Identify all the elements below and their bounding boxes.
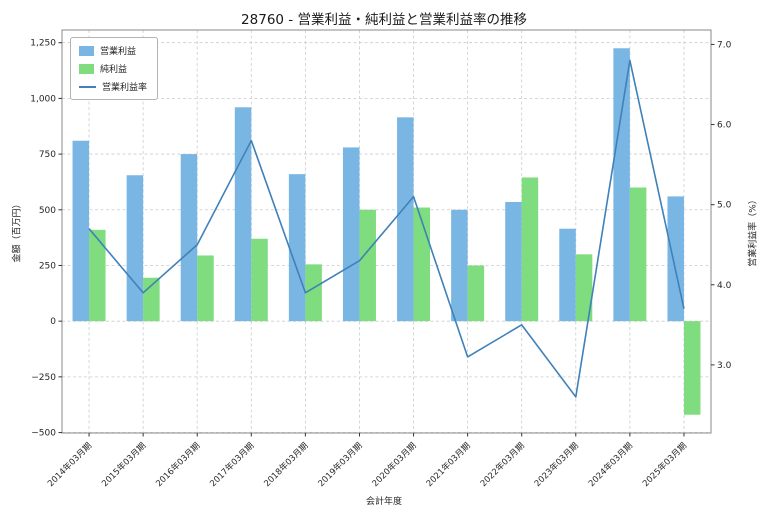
legend-item-operating-margin: 営業利益率 — [79, 80, 147, 93]
svg-text:1,250: 1,250 — [30, 39, 56, 49]
svg-text:3.0: 3.0 — [717, 361, 732, 371]
svg-text:0: 0 — [50, 317, 56, 327]
svg-text:2017年03月期: 2017年03月期 — [208, 440, 257, 489]
svg-text:250: 250 — [39, 261, 56, 271]
svg-text:−250: −250 — [31, 373, 56, 383]
svg-text:4.0: 4.0 — [717, 281, 732, 291]
svg-text:2016年03月期: 2016年03月期 — [154, 440, 203, 489]
svg-text:6.0: 6.0 — [717, 121, 732, 131]
legend-label-operating-margin: 営業利益率 — [102, 83, 148, 93]
svg-text:2014年03月期: 2014年03月期 — [45, 440, 94, 489]
chart-title: 28760 - 営業利益・純利益と営業利益率の推移 — [241, 12, 527, 28]
legend-item-net-profit: 純利益 — [79, 62, 147, 75]
svg-text:2019年03月期: 2019年03月期 — [316, 440, 365, 489]
svg-text:2018年03月期: 2018年03月期 — [262, 440, 311, 489]
legend: 営業利益 純利益 営業利益率 — [70, 37, 159, 100]
svg-text:2022年03月期: 2022年03月期 — [478, 440, 527, 489]
x-axis-label: 会計年度 — [365, 497, 402, 507]
legend-swatch-net-profit — [79, 63, 94, 74]
svg-text:750: 750 — [39, 150, 56, 160]
legend-swatch-operating-margin — [79, 85, 96, 88]
svg-text:7.0: 7.0 — [717, 40, 732, 50]
svg-text:−500: −500 — [31, 429, 56, 439]
svg-text:2021年03月期: 2021年03月期 — [424, 440, 473, 489]
legend-label-net-profit: 純利益 — [100, 65, 128, 75]
svg-text:500: 500 — [39, 206, 56, 216]
legend-label-operating-profit: 営業利益 — [100, 47, 137, 57]
svg-text:2015年03月期: 2015年03月期 — [99, 440, 148, 489]
legend-swatch-operating-profit — [79, 45, 94, 56]
right-axis-label: 営業利益率（%） — [748, 195, 759, 267]
svg-text:1,000: 1,000 — [30, 94, 56, 104]
left-axis-label: 金額（百万円） — [12, 199, 23, 263]
svg-text:2025年03月期: 2025年03月期 — [640, 440, 689, 489]
legend-item-operating-profit: 営業利益 — [79, 44, 147, 57]
svg-text:2020年03月期: 2020年03月期 — [370, 440, 419, 489]
svg-text:2023年03月期: 2023年03月期 — [532, 440, 581, 489]
svg-text:5.0: 5.0 — [717, 201, 732, 211]
svg-text:2024年03月期: 2024年03月期 — [586, 440, 635, 489]
